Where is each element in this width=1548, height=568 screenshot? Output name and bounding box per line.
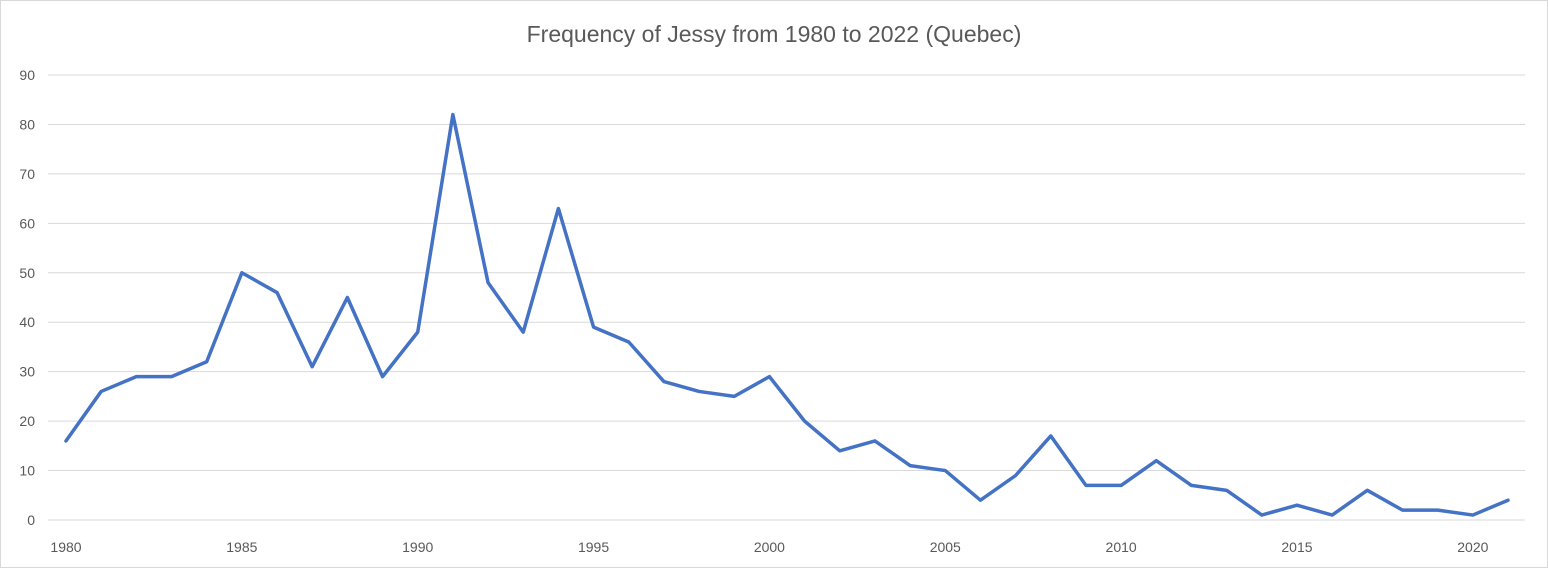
chart-title: Frequency of Jessy from 1980 to 2022 (Qu… [527,21,1022,47]
x-axis-ticks: 1980 1985 1990 1995 2000 2005 2010 2015 2020 [50,539,1488,555]
y-tick-label: 30 [19,364,35,380]
y-tick-label: 50 [19,265,35,281]
x-tick-label: 2005 [930,539,961,555]
y-tick-label: 40 [19,314,35,330]
series-line [64,112,1510,517]
grid-lines [48,74,1525,521]
y-axis-ticks: 0 10 20 30 40 50 60 70 80 90 [19,67,35,528]
y-tick-label: 60 [19,215,35,231]
y-tick-label: 80 [19,116,35,132]
x-tick-label: 2000 [754,539,785,555]
x-tick-label: 2015 [1281,539,1312,555]
y-tick-label: 0 [27,512,35,528]
x-tick-label: 1980 [50,539,81,555]
y-tick-label: 20 [19,413,35,429]
y-tick-label: 90 [19,67,35,83]
series-layer [64,112,1510,517]
x-tick-label: 2020 [1457,539,1488,555]
x-tick-label: 1995 [578,539,609,555]
x-tick-label: 1985 [226,539,257,555]
y-tick-label: 10 [19,463,35,479]
x-tick-label: 2010 [1106,539,1137,555]
x-tick-label: 1990 [402,539,433,555]
y-tick-label: 70 [19,166,35,182]
